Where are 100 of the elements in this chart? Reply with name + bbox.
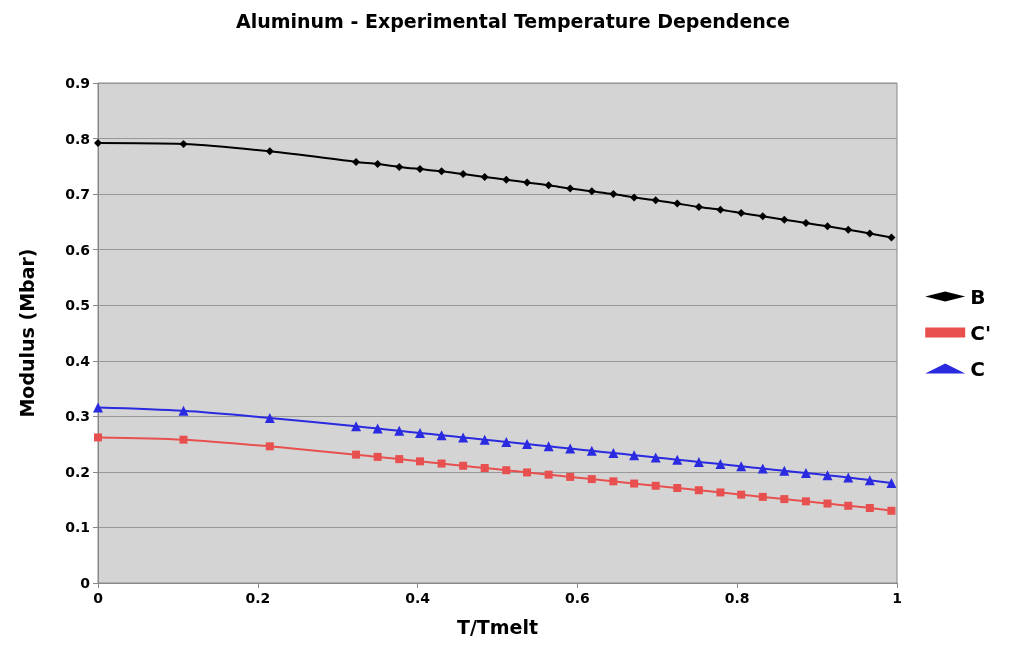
point — [544, 181, 553, 190]
y-tick-label: 0 — [80, 575, 91, 591]
x-tick-label: 0.8 — [724, 590, 750, 606]
point — [630, 193, 639, 202]
point — [501, 436, 512, 447]
x-tick-label: 1 — [892, 590, 902, 606]
point — [822, 470, 833, 481]
point — [437, 167, 446, 176]
point — [780, 215, 789, 224]
point — [887, 506, 896, 515]
point — [394, 425, 405, 436]
point — [650, 452, 661, 463]
point — [864, 475, 875, 486]
point — [694, 486, 703, 495]
point — [801, 497, 810, 506]
y-axis-title: Modulus (Mbar) — [15, 248, 38, 418]
point — [480, 464, 489, 472]
point — [566, 472, 575, 481]
point — [672, 454, 683, 465]
point — [458, 432, 469, 443]
point — [886, 478, 897, 488]
point — [630, 479, 639, 488]
legend-label: B — [970, 284, 986, 309]
y-tick-label: 0.4 — [65, 352, 91, 369]
point — [566, 184, 575, 193]
point — [629, 450, 640, 461]
y-tick-label: 0.9 — [65, 75, 90, 91]
x-tick-label: 0 — [93, 590, 104, 606]
point — [865, 504, 874, 512]
point — [459, 170, 468, 179]
point — [265, 442, 274, 451]
x-axis-title: T/Tmelt — [456, 615, 539, 638]
point — [179, 140, 188, 149]
point — [844, 225, 853, 234]
point — [351, 421, 362, 432]
point — [372, 423, 383, 434]
point — [523, 468, 532, 477]
point — [416, 457, 424, 466]
point — [609, 477, 618, 486]
y-tick-label: 0.8 — [65, 130, 90, 147]
point — [780, 495, 789, 504]
point — [757, 463, 768, 474]
point — [436, 430, 447, 441]
point — [93, 402, 103, 413]
point — [352, 450, 361, 459]
point — [565, 443, 576, 454]
point — [609, 190, 618, 199]
point — [737, 209, 746, 217]
point — [758, 492, 767, 501]
point — [823, 222, 832, 231]
chart-title: Aluminum - Experimental Temperature Dependence — [236, 9, 790, 32]
point — [373, 160, 382, 169]
point — [586, 445, 597, 456]
point — [779, 465, 790, 476]
y-tick-label: 0.6 — [65, 241, 90, 258]
point — [737, 490, 746, 499]
point — [373, 452, 382, 461]
point — [479, 434, 490, 445]
point — [716, 488, 725, 497]
point — [544, 470, 553, 479]
point — [800, 468, 811, 478]
point — [459, 461, 468, 470]
point — [844, 501, 853, 510]
y-tick-label: 0.1 — [65, 519, 90, 536]
point — [651, 196, 660, 205]
point — [264, 413, 275, 423]
point — [801, 219, 810, 227]
point — [480, 172, 489, 181]
point — [522, 439, 533, 450]
point — [178, 405, 189, 416]
point — [416, 165, 424, 174]
point — [179, 435, 188, 444]
point — [395, 455, 404, 464]
y-tick-label: 0.7 — [65, 186, 90, 203]
point — [415, 428, 425, 438]
point — [673, 484, 682, 492]
point — [736, 461, 747, 472]
point — [94, 433, 102, 442]
point — [693, 456, 704, 467]
point — [716, 205, 725, 214]
point — [865, 229, 874, 238]
point — [543, 441, 554, 452]
point — [651, 481, 660, 490]
legend-label: C — [970, 356, 985, 381]
point — [823, 499, 832, 508]
point — [587, 475, 596, 484]
point — [694, 202, 703, 211]
point — [523, 178, 532, 187]
legend-label: C' — [970, 320, 992, 345]
point — [502, 175, 511, 184]
y-tick-label: 0.2 — [65, 463, 90, 480]
point — [587, 187, 596, 196]
point — [673, 199, 682, 208]
point — [395, 162, 404, 171]
x-tick-label: 0.6 — [564, 590, 590, 606]
point — [758, 212, 767, 221]
point — [94, 139, 102, 147]
point — [437, 459, 446, 468]
x-tick-label: 0.2 — [245, 590, 271, 606]
x-tick-label: 0.4 — [405, 590, 431, 606]
